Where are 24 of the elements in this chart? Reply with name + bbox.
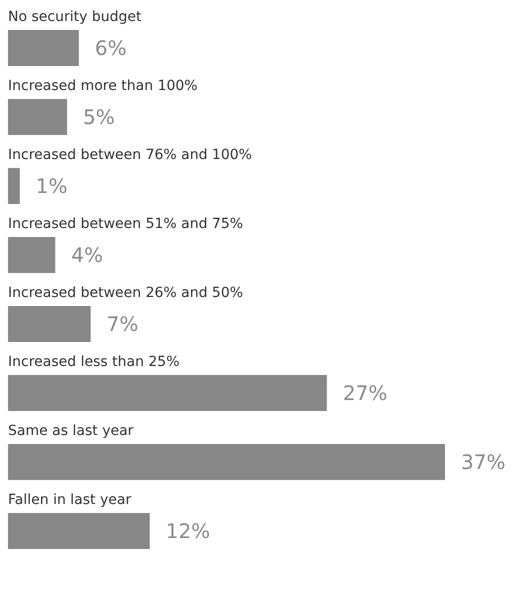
data-label: 27%: [342, 381, 388, 405]
data-label: 7%: [106, 312, 138, 336]
y-tick-label: Increased more than 100%: [8, 78, 198, 94]
y-tick-label: Increased between 76% and 100%: [8, 147, 252, 163]
y-tick-label: Increased between 26% and 50%: [8, 285, 244, 301]
y-tick-label: Fallen in last year: [8, 492, 132, 508]
data-label: 37%: [461, 450, 506, 474]
data-label: 4%: [71, 243, 103, 267]
bar: [8, 306, 91, 342]
bar: [8, 30, 79, 66]
bar: [8, 237, 56, 273]
data-label: 6%: [94, 36, 127, 60]
y-tick-label: Same as last year: [8, 423, 134, 439]
data-label: 12%: [166, 519, 210, 543]
bar: [8, 99, 68, 135]
bar: [8, 513, 150, 549]
y-tick-label: Increased between 51% and 75%: [8, 216, 244, 232]
y-tick-label: No security budget: [8, 9, 142, 25]
bar: [8, 375, 327, 411]
data-label: 1%: [36, 174, 68, 198]
data-label: 5%: [83, 105, 115, 129]
bar: [8, 168, 20, 204]
y-tick-label: Increased less than 25%: [8, 354, 180, 370]
bar: [8, 444, 445, 480]
